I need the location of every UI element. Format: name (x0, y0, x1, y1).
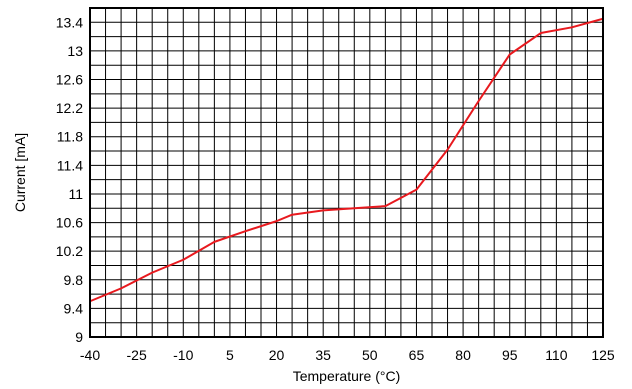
data-point (322, 209, 324, 212)
x-tick-label: 125 (591, 347, 615, 363)
y-axis-title: Current [mA] (12, 133, 28, 212)
y-tick-label: 10.6 (56, 215, 83, 231)
x-tick-label: -10 (173, 347, 193, 363)
series-line-0 (89, 17, 604, 303)
y-tick-label: 9.8 (64, 272, 84, 288)
data-point (151, 271, 153, 274)
data-point (540, 32, 542, 34)
plot-frame (89, 7, 604, 338)
y-tick-label: 9.4 (64, 300, 84, 316)
y-tick-label: 11 (68, 186, 83, 202)
y-tick-label: 13.4 (56, 14, 83, 30)
y-tick-label: 10.2 (56, 243, 83, 259)
x-tick-label: 5 (226, 347, 234, 363)
x-tick-label: 80 (455, 347, 471, 363)
y-tick-label: 12.2 (56, 100, 83, 116)
y-tick-label: 11.8 (57, 129, 83, 145)
y-tick-label: 13 (67, 43, 83, 59)
x-tick-label: -25 (127, 347, 147, 363)
data-point (213, 241, 216, 243)
data-point (182, 258, 185, 261)
y-tick-label: 11.4 (57, 157, 83, 173)
y-tick-label: 12.6 (56, 72, 83, 88)
data-point (508, 53, 511, 56)
data-point (571, 26, 573, 29)
y-axis-ticks: 9 9.4 9.8 10.2 10.6 11 11.4 11.8 12.2 12.6 13 13.4 (56, 14, 83, 345)
data-point (477, 100, 480, 102)
series-layer (89, 17, 604, 303)
data-point (353, 207, 356, 210)
data-point (275, 220, 278, 222)
x-tick-label: 110 (545, 347, 568, 363)
x-tick-label: 35 (315, 347, 331, 363)
data-point (291, 213, 293, 216)
x-tick-label: 95 (502, 347, 518, 363)
y-tick-label: 9 (75, 329, 83, 345)
data-point (120, 287, 122, 290)
x-tick-label: -40 (80, 347, 100, 363)
data-point (446, 148, 449, 151)
x-tick-label: 50 (362, 347, 378, 363)
data-point (244, 230, 247, 232)
x-axis-title: Temperature (°C) (293, 368, 401, 384)
x-tick-label: 20 (269, 347, 285, 363)
grid-lines (90, 8, 603, 337)
data-point (415, 188, 418, 191)
x-tick-label: 65 (409, 347, 425, 363)
data-point (384, 205, 387, 207)
x-axis-ticks: -40 -25 -10 5 20 35 50 65 80 95 110 125 (80, 347, 615, 363)
